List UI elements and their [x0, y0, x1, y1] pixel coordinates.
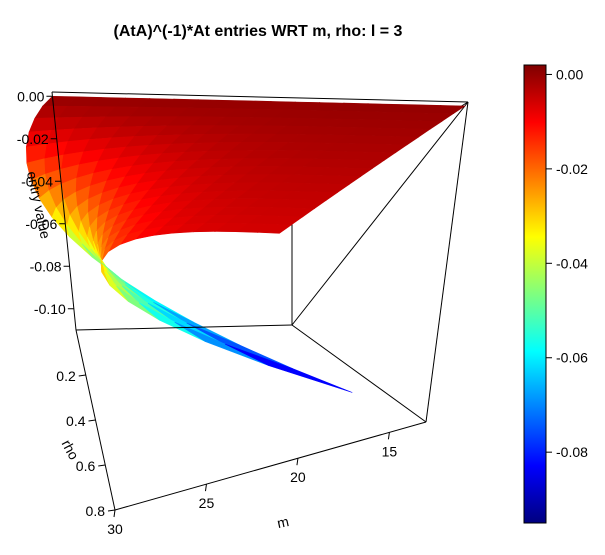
rho-tick-label: 0.6 — [76, 458, 96, 474]
box-edge-back — [291, 101, 469, 326]
m-tick-label: 25 — [199, 495, 215, 511]
surface-facet — [224, 343, 353, 393]
rho-tick-label: 0.8 — [86, 503, 106, 519]
m-tick-label: 20 — [290, 469, 306, 485]
surface-facet — [174, 321, 269, 366]
m-tick — [113, 509, 116, 518]
z-tick-label: -0.10 — [34, 301, 66, 317]
box-edge — [291, 324, 427, 423]
rho-tick-label: 0.2 — [56, 368, 76, 384]
colorbar-tick-label: -0.04 — [556, 255, 588, 271]
rho-tick — [98, 464, 106, 467]
x-axis-label: m — [276, 513, 291, 531]
colorbar-tick-label: -0.08 — [556, 444, 588, 460]
surface-facet — [186, 322, 293, 369]
surface-facet — [153, 302, 241, 346]
chart-title: (AtA)^(-1)*At entries WRT m, rho: l = 3 — [114, 23, 403, 40]
rho-tick — [88, 419, 96, 422]
z-tick-label: 0.00 — [17, 88, 44, 104]
surface — [25, 95, 466, 393]
m-tick-label: 30 — [107, 521, 123, 537]
colorbar: 0.00 -0.02 -0.04 -0.06 -0.08 — [523, 64, 588, 524]
rho-tick — [107, 509, 116, 512]
axes: 0.00 -0.02 -0.04 -0.06 -0.08 -0.10 0.2 0.4 0.6 0.… — [17, 88, 398, 537]
m-tick — [204, 484, 207, 492]
box-edge — [51, 91, 469, 103]
rho-tick-label: 0.4 — [66, 413, 86, 429]
m-tick-label: 15 — [382, 443, 398, 459]
surface-facet — [139, 302, 206, 342]
box-edge — [51, 91, 77, 331]
colorbar-tick-label: -0.02 — [556, 161, 588, 177]
rho-tick — [78, 374, 86, 377]
z-tick-label: -0.06 — [25, 216, 57, 232]
m-tick — [296, 458, 299, 466]
colorbar-tick-label: 0.00 — [556, 66, 583, 82]
colorbar-gradient — [523, 64, 547, 524]
z-tick-label: -0.04 — [21, 173, 53, 189]
colorbar-tick-label: -0.06 — [556, 350, 588, 366]
box-edge — [425, 101, 469, 423]
m-tick — [387, 432, 390, 440]
z-tick-label: -0.08 — [30, 258, 62, 274]
plot-box-front — [51, 91, 469, 511]
box-edge — [75, 324, 293, 331]
colorbar-ticks: 0.00 -0.02 -0.04 -0.06 -0.08 — [546, 66, 588, 460]
z-tick-label: -0.02 — [17, 131, 49, 147]
box-edge — [114, 421, 427, 511]
